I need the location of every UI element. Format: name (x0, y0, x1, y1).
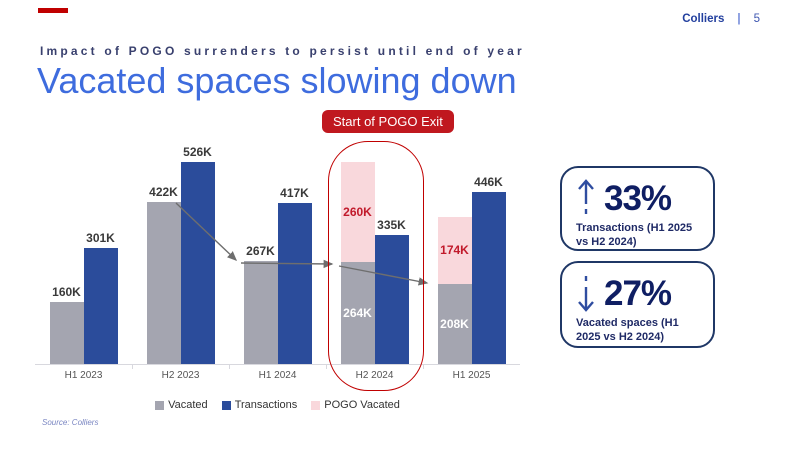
category-label: H2 2024 (355, 370, 394, 381)
legend-item: POGO Vacated (311, 399, 400, 411)
vacated-bar (146, 201, 181, 364)
vacated-bar (243, 261, 278, 364)
category-label: H1 2025 (452, 370, 491, 381)
legend-label: POGO Vacated (324, 399, 400, 411)
category-label: H1 2024 (258, 370, 297, 381)
category-axis: H1 2023 H2 2023 H1 2024 H2 2024 H1 2025 (35, 370, 520, 381)
pogo-vacated-bar: 174K (437, 216, 472, 284)
category-label: H1 2023 (64, 370, 103, 381)
vacated-bar-wrap: 160K (49, 285, 84, 364)
brand-logo-text: Colliers (682, 13, 725, 25)
vacated-bar-wrap: 422K (146, 185, 181, 364)
vacated-bar-wrap: 260K 264K (340, 162, 375, 364)
stat-box-vacated: 27% Vacated spaces (H1 2025 vs H2 2024) (560, 261, 715, 348)
vacated-bar-wrap: 267K (243, 244, 278, 364)
pogo-vacated-bar: 260K (340, 162, 375, 263)
transactions-bar-wrap: 301K (83, 231, 118, 364)
pogo-exit-callout-badge: Start of POGO Exit (322, 110, 454, 133)
category-label: H2 2023 (161, 370, 200, 381)
page-title: Vacated spaces slowing down (37, 60, 517, 101)
pogo-vacated-value-label: 260K (343, 205, 372, 220)
axis-tick (326, 364, 327, 369)
slide-subtitle: Impact of POGO surrenders to persist unt… (40, 44, 525, 58)
stat-label: Transactions (H1 2025 vs H2 2024) (576, 222, 693, 248)
transactions-bar-wrap: 417K (277, 186, 312, 364)
stat-value: 27% (604, 273, 672, 313)
transactions-bar (374, 235, 409, 364)
arrow-up-icon (578, 179, 594, 215)
transactions-value-label: 335K (377, 218, 406, 233)
transactions-value-label: 301K (86, 231, 115, 246)
stat-value: 33% (604, 178, 672, 218)
chart-legend: Vacated Transactions POGO Vacated (35, 399, 520, 411)
arrow-down-icon (578, 276, 594, 312)
vacated-bar: 208K (437, 283, 472, 364)
transactions-value-label: 417K (280, 186, 309, 201)
transactions-bar (180, 161, 215, 364)
vacated-bar (49, 302, 84, 364)
chart-group: 260K 264K 335K (326, 140, 423, 364)
vacated-value-label: 264K (343, 306, 372, 321)
legend-swatch (221, 400, 231, 410)
header: Colliers | 5 (682, 13, 760, 25)
axis-tick (229, 364, 230, 369)
chart-group: 267K 417K (229, 140, 326, 364)
chart-group: 422K 526K (132, 140, 229, 364)
vacated-value-label: 267K (246, 244, 275, 259)
transactions-bar-wrap: 526K (180, 145, 215, 364)
vacated-value-label: 422K (149, 184, 178, 199)
chart-group: 174K 208K 446K (423, 140, 520, 364)
transactions-value-label: 446K (474, 175, 503, 190)
page-number: 5 (753, 13, 760, 25)
stat-top-row: 27% (576, 273, 701, 313)
transactions-value-label: 526K (183, 144, 212, 159)
vacated-bar: 264K (340, 262, 375, 364)
bar-chart-plot-area: 160K 301K 422K 526K 267K 417K 260K 264K 335K 174K… (35, 140, 520, 365)
header-separator: | (737, 13, 741, 25)
transactions-bar (471, 192, 506, 364)
transactions-bar-wrap: 446K (471, 175, 506, 364)
vacated-bar-wrap: 174K 208K (437, 216, 472, 364)
axis-tick (423, 364, 424, 369)
stat-label: Vacated spaces (H1 2025 vs H2 2024) (576, 317, 679, 343)
chart-group: 160K 301K (35, 140, 132, 364)
legend-swatch (155, 400, 165, 410)
legend-label: Vacated (168, 399, 208, 411)
legend-item: Vacated (155, 399, 208, 411)
legend-item: Transactions (221, 399, 298, 411)
vacated-value-label: 160K (52, 285, 81, 300)
source-note: Source: Colliers (42, 418, 99, 427)
vacated-value-label: 208K (440, 316, 469, 331)
transactions-bar (83, 248, 118, 364)
axis-tick (132, 364, 133, 369)
transactions-bar (277, 203, 312, 364)
legend-label: Transactions (234, 399, 298, 411)
legend-swatch (311, 400, 321, 410)
transactions-bar-wrap: 335K (374, 218, 409, 364)
pogo-vacated-value-label: 174K (440, 243, 469, 258)
stat-box-transactions: 33% Transactions (H1 2025 vs H2 2024) (560, 166, 715, 251)
accent-dash (38, 8, 68, 13)
stat-top-row: 33% (576, 178, 701, 218)
